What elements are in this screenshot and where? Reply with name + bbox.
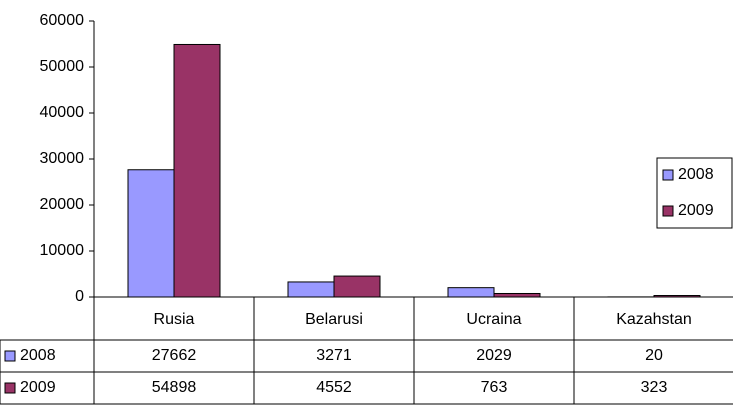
x-tick-label: Belarusi [305, 311, 363, 328]
x-tick-label: Ucraina [466, 311, 521, 328]
table-key [4, 350, 16, 362]
y-tick-label: 40000 [40, 104, 85, 121]
bar [333, 275, 381, 298]
bar [287, 281, 335, 298]
table-key [4, 382, 16, 394]
table-value: 3271 [316, 347, 352, 364]
bar [493, 292, 541, 298]
table-value: 4552 [316, 379, 352, 396]
x-tick-label: Kazahstan [616, 311, 692, 328]
bar [447, 287, 495, 298]
y-tick-label: 0 [75, 288, 84, 305]
table-row-label: 2008 [20, 347, 56, 364]
y-tick-label: 50000 [40, 58, 85, 75]
y-tick-label: 60000 [40, 12, 85, 29]
bar [653, 295, 701, 298]
x-tick-label: Rusia [154, 311, 195, 328]
legend-label: 2008 [678, 166, 714, 183]
table-value: 323 [641, 379, 668, 396]
table-value: 20 [645, 347, 663, 364]
table-row-label: 2009 [20, 379, 56, 396]
y-tick-label: 30000 [40, 150, 85, 167]
table-value: 763 [481, 379, 508, 396]
table-value: 54898 [152, 379, 197, 396]
legend-label: 2009 [678, 202, 714, 219]
table-value: 2029 [476, 347, 512, 364]
legend-key [662, 205, 674, 217]
bar [127, 169, 175, 298]
table-value: 27662 [152, 347, 197, 364]
y-tick-label: 10000 [40, 242, 85, 259]
legend-key [662, 169, 674, 181]
bar [173, 43, 221, 298]
y-tick-label: 20000 [40, 196, 85, 213]
